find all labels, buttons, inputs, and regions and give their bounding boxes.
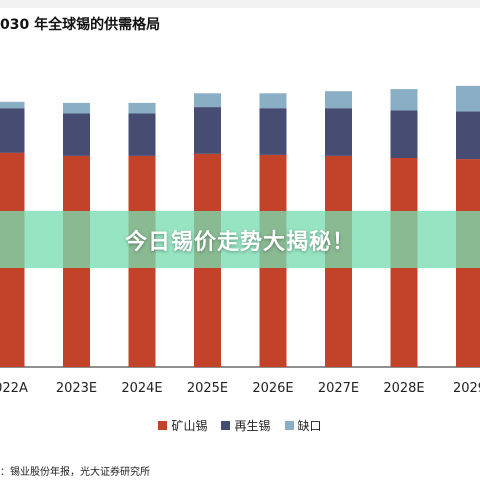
bar-recycled-0 (0, 108, 25, 153)
x-tick-label-1: 2023E (56, 381, 97, 396)
legend-label-gap: 缺口 (297, 418, 322, 433)
bar-gap-2 (128, 102, 156, 114)
bar-recycled-3 (194, 107, 221, 154)
bar-gap-3 (194, 93, 221, 108)
legend-item-mine: 矿山锡 (158, 417, 207, 434)
legend-item-gap: 缺口 (284, 417, 322, 434)
source-note: ：锡业股份年报，光大证券研究所 (0, 467, 150, 478)
legend-item-recycled: 再生锡 (221, 417, 271, 434)
top-strip (0, 0, 480, 8)
bar-recycled-7 (456, 111, 480, 160)
bar-gap-1 (63, 102, 90, 114)
legend-swatch-recycled (221, 420, 231, 430)
headline-banner: 今日锡价走势大揭秘！ (0, 211, 480, 268)
bar-recycled-6 (390, 110, 418, 158)
bar-gap-4 (259, 93, 287, 109)
legend-label-recycled: 再生锡 (234, 418, 271, 433)
x-tick-label-0: 022A (0, 381, 28, 396)
x-tick-label-2: 2024E (121, 381, 162, 396)
legend-label-mine: 矿山锡 (171, 418, 208, 433)
bar-gap-7 (456, 85, 480, 112)
legend: 矿山锡 再生锡 缺口 (0, 416, 480, 434)
bar-recycled-2 (128, 113, 156, 156)
x-tick-label-7: 2029 (453, 381, 480, 396)
bar-recycled-1 (63, 113, 90, 156)
bar-recycled-5 (325, 108, 352, 156)
x-tick-label-5: 2027E (318, 381, 359, 396)
x-tick-label-6: 2028E (383, 381, 424, 396)
bar-recycled-4 (259, 108, 287, 155)
x-tick-label-4: 2026E (252, 381, 293, 396)
bar-gap-5 (325, 91, 352, 109)
legend-swatch-gap (284, 420, 294, 430)
x-tick-label-3: 2025E (187, 381, 228, 396)
legend-swatch-mine (158, 420, 168, 430)
bar-gap-0 (0, 101, 25, 109)
bar-gap-6 (390, 89, 418, 111)
banner-text: 今日锡价走势大揭秘！ (124, 229, 355, 255)
chart-title: 030 年全球锡的供需格局 (0, 17, 161, 33)
